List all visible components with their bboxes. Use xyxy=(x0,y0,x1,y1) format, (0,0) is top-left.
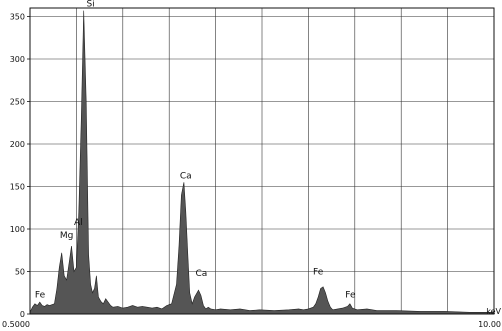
y-tick-label: 250 xyxy=(10,98,25,107)
spectrum-area xyxy=(29,10,495,315)
y-tick-label: 200 xyxy=(10,140,25,149)
x-tick-label-max: 10.00 xyxy=(478,320,501,329)
peak-label-mg: Mg xyxy=(60,231,73,241)
chart-grid xyxy=(30,8,494,314)
plot-frame xyxy=(29,7,495,315)
y-tick-label: 150 xyxy=(10,183,25,192)
y-tick-label: 0 xyxy=(20,310,25,319)
y-axis: 0 50 100 150 200 250 300 350 xyxy=(10,13,30,319)
y-tick-label: 50 xyxy=(15,268,25,277)
peak-label-si: Si xyxy=(86,0,94,10)
x-tick-label-min: 0.5000 xyxy=(2,320,30,329)
peak-label-fe: Fe xyxy=(35,290,46,300)
peak-label-ca: Ca xyxy=(180,171,192,181)
peak-label-fe: Fe xyxy=(345,290,356,300)
peak-label-al: Al xyxy=(74,218,83,228)
peak-label-ca: Ca xyxy=(196,269,208,279)
y-tick-label: 100 xyxy=(10,225,25,234)
peak-label-fe: Fe xyxy=(313,267,324,277)
y-tick-label: 300 xyxy=(10,55,25,64)
y-tick-label: 350 xyxy=(10,13,25,22)
